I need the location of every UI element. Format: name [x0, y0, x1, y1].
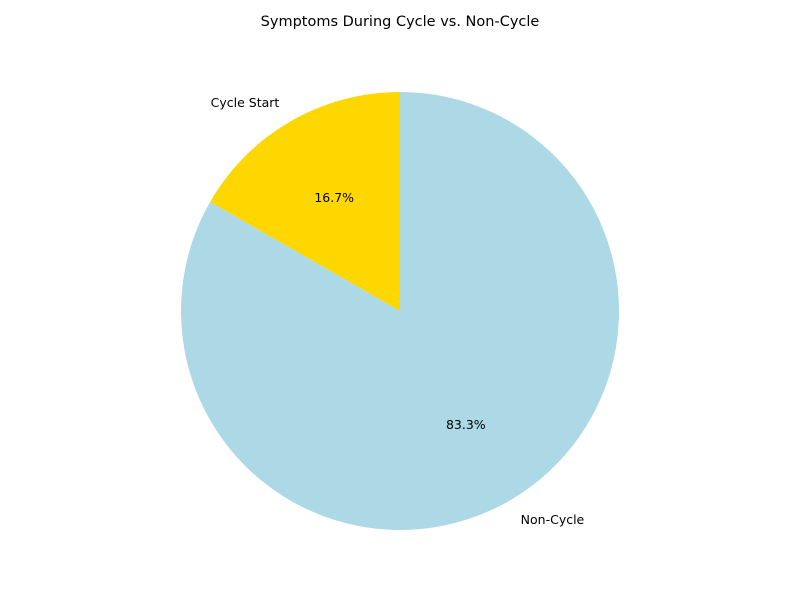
pie-pct-label-1: 16.7% — [314, 190, 354, 205]
chart-title: Symptoms During Cycle vs. Non-Cycle — [260, 14, 540, 30]
pie-category-label-1: Cycle Start — [211, 95, 280, 110]
pie-pct-label-2: 83.3% — [446, 417, 486, 432]
pie-slice-1 — [210, 92, 400, 311]
pie-slice-2 — [180, 92, 619, 530]
pie-category-label-2: Non-Cycle — [521, 512, 585, 527]
